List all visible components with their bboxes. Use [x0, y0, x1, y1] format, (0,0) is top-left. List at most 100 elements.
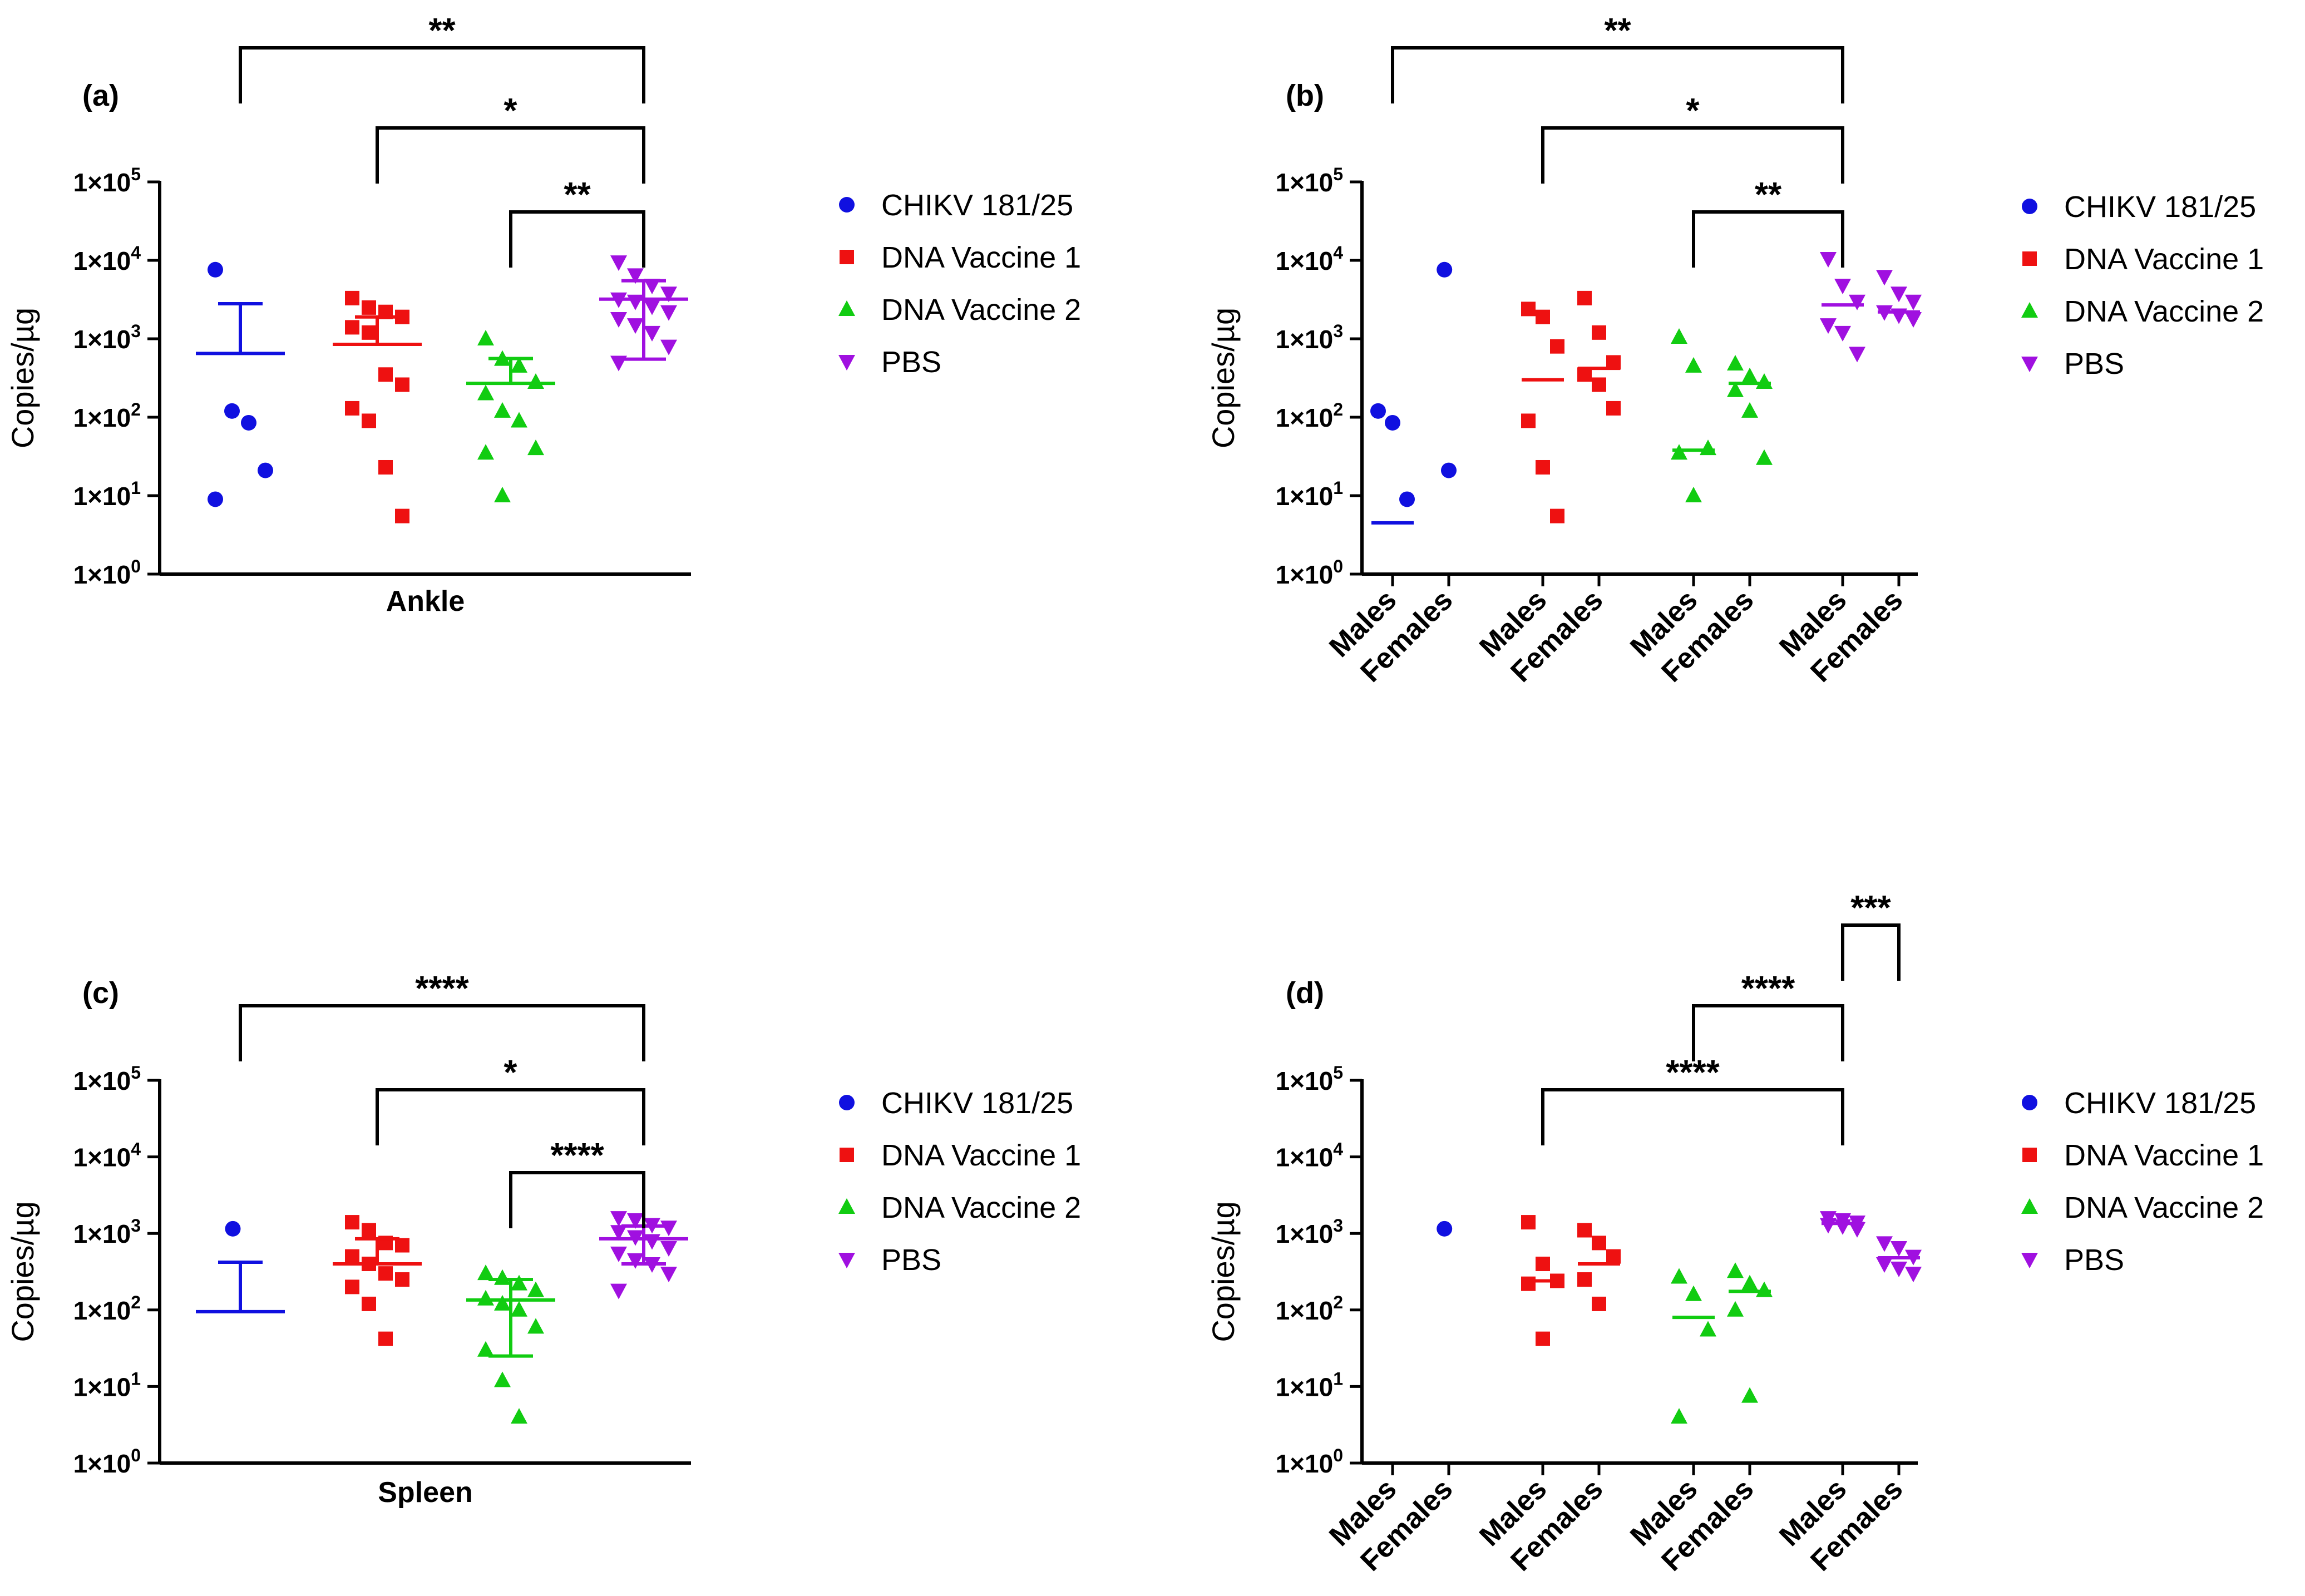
data-point: [378, 367, 393, 382]
data-point: [362, 1296, 376, 1311]
data-point: [1606, 1249, 1621, 1264]
data-point: [225, 1221, 241, 1237]
y-tick-label: 1×105: [1276, 1063, 1343, 1095]
legend-marker: [2022, 199, 2037, 214]
data-point: [1577, 1223, 1592, 1238]
legend-marker: [840, 1148, 854, 1162]
significance-label: ****: [550, 1137, 604, 1175]
data-point: [610, 1283, 627, 1299]
legend-label: DNA Vaccine 2: [2064, 295, 2264, 328]
significance-bracket: [1391, 46, 1844, 103]
data-point: [660, 305, 677, 321]
legend-label: DNA Vaccine 1: [881, 1139, 1081, 1172]
data-point: [1550, 339, 1564, 354]
significance-label: *: [504, 1054, 517, 1092]
legend-label: DNA Vaccine 2: [2064, 1191, 2264, 1224]
chart-panel-2: (b)1×1001×1011×1021×1031×1041×105Copies/…: [1206, 12, 2264, 689]
legend-marker: [2022, 1148, 2037, 1162]
y-tick-base: 1×10: [1276, 1143, 1334, 1172]
data-point: [1834, 278, 1851, 294]
y-tick-exponent: 4: [131, 1139, 141, 1159]
y-tick-label: 1×102: [1276, 1292, 1343, 1325]
y-tick-base: 1×10: [1276, 1372, 1334, 1401]
chart-panel-3: (c)1×1001×1011×1021×1031×1041×105Copies/…: [5, 970, 1081, 1509]
y-tick-base: 1×10: [73, 168, 131, 197]
series-chikv-181-25: [1437, 1221, 1453, 1237]
y-tick-exponent: 4: [1333, 1139, 1343, 1159]
series-chikv-181-25: [196, 261, 285, 507]
data-point: [1521, 413, 1536, 428]
data-point: [1727, 1262, 1744, 1278]
data-point: [1834, 1219, 1851, 1235]
legend-marker: [2022, 251, 2037, 266]
y-tick-exponent: 0: [1333, 1445, 1343, 1465]
data-point: [345, 290, 359, 305]
data-point: [660, 1267, 677, 1283]
significance-bracket: [239, 46, 645, 103]
legend-label: DNA Vaccine 1: [2064, 243, 2264, 276]
y-tick-exponent: 3: [1333, 321, 1343, 341]
data-point: [1536, 1256, 1550, 1271]
data-point: [1521, 1276, 1536, 1291]
data-point: [1891, 1241, 1907, 1257]
data-point: [1905, 1267, 1922, 1283]
significance-bracket: [509, 1171, 645, 1228]
y-tick-label: 1×104: [1276, 1139, 1344, 1172]
data-point: [1820, 318, 1837, 334]
data-point: [494, 487, 511, 502]
y-tick-exponent: 3: [131, 321, 141, 341]
chart-panel-4: (d)1×1001×1011×1021×1031×1041×105Copies/…: [1206, 889, 2264, 1578]
data-point: [477, 444, 494, 460]
data-point: [241, 414, 256, 431]
y-tick-label: 1×105: [73, 1063, 141, 1095]
data-point: [477, 384, 494, 401]
y-tick-label: 1×104: [1276, 243, 1344, 275]
data-point: [1685, 487, 1702, 502]
significance-label: **: [428, 12, 456, 50]
significance-bracket: [1541, 126, 1844, 184]
y-tick-base: 1×10: [1276, 560, 1334, 589]
y-axis-label: Copies/µg: [5, 308, 40, 448]
data-point: [527, 1281, 544, 1297]
data-point: [362, 300, 376, 315]
data-point: [1891, 1261, 1907, 1277]
y-tick-exponent: 5: [131, 1063, 141, 1083]
significance-label: **: [564, 176, 591, 214]
panel-label: (c): [82, 976, 119, 1010]
series-dna-vaccine-2: [466, 330, 555, 502]
data-point: [1592, 325, 1606, 340]
series-chikv-181-25: [196, 1221, 285, 1313]
y-tick-label: 1×100: [73, 1445, 141, 1478]
legend-marker: [838, 300, 855, 316]
data-point: [477, 1289, 494, 1306]
y-tick-exponent: 2: [1333, 1292, 1343, 1312]
data-point: [1905, 312, 1922, 328]
y-tick-label: 1×105: [73, 164, 141, 197]
data-point: [1385, 414, 1400, 431]
legend-label: CHIKV 181/25: [2064, 1086, 2256, 1120]
data-point: [511, 1408, 527, 1424]
data-point: [494, 1294, 511, 1311]
data-point: [1685, 357, 1702, 373]
legend-label: DNA Vaccine 2: [881, 293, 1081, 327]
data-point: [1756, 373, 1773, 389]
data-point: [1741, 1387, 1758, 1403]
legend-label: PBS: [2064, 1243, 2124, 1277]
x-axis-label: Spleen: [378, 1476, 473, 1509]
y-tick-base: 1×10: [73, 1296, 131, 1325]
legend-label: PBS: [2064, 347, 2124, 381]
series-dna-vaccine-2: [466, 1264, 555, 1424]
data-point: [1820, 252, 1837, 268]
legend-label: DNA Vaccine 1: [881, 241, 1081, 274]
data-point: [1399, 491, 1415, 507]
legend-marker: [838, 1253, 855, 1268]
significance-bracket: [1841, 923, 1901, 981]
y-tick-base: 1×10: [1276, 246, 1334, 275]
data-point: [644, 278, 660, 294]
y-tick-exponent: 5: [1333, 1063, 1343, 1083]
legend-marker: [2022, 1095, 2037, 1110]
data-point: [345, 320, 359, 335]
y-tick-label: 1×101: [73, 1368, 141, 1401]
data-point: [1536, 459, 1550, 475]
y-tick-exponent: 3: [131, 1215, 141, 1236]
